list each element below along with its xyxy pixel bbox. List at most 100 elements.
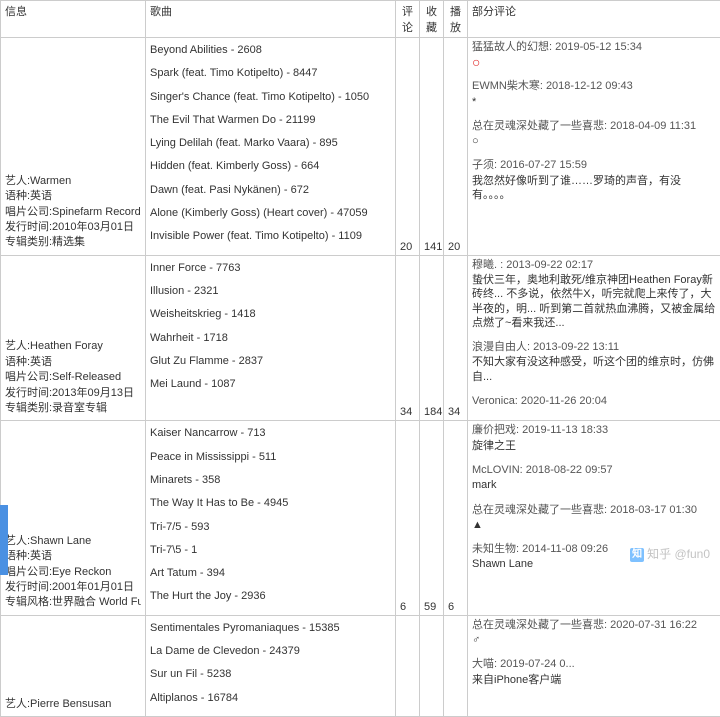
review-body: 我忽然好像听到了谁……罗琦的声音，有没有。。。。 bbox=[472, 174, 716, 203]
info-line: 艺人:Warmen bbox=[5, 174, 141, 189]
info-cell: 艺人:Warmen语种:英语唱片公司:Spinefarm Records发行时间… bbox=[1, 38, 146, 256]
review-entry: 穆曦. : 2013-09-22 02:17蛰伏三年，奥地利敢死/维京神团Hea… bbox=[472, 258, 716, 330]
review-body: 来自iPhone客户端 bbox=[472, 673, 716, 687]
review-header: EWMN柴木寒: 2018-12-12 09:43 bbox=[472, 79, 716, 93]
comments-cell: 20 bbox=[396, 38, 420, 256]
review-entry: 总在灵魂深处藏了一些喜悲: 2018-03-17 01:30▲ bbox=[472, 503, 716, 533]
song-item[interactable]: The Evil That Warmen Do - 21199 bbox=[150, 113, 391, 127]
songs-cell: Beyond Abilities - 2608 Spark (feat. Timo… bbox=[146, 38, 396, 256]
review-entry: 总在灵魂深处藏了一些喜悲: 2020-07-31 16:22♂ bbox=[472, 618, 716, 648]
review-entry: Veronica: 2020-11-26 20:04 bbox=[472, 394, 716, 408]
table-body: 艺人:Warmen语种:英语唱片公司:Spinefarm Records发行时间… bbox=[1, 38, 720, 717]
song-item[interactable]: Lying Delilah (feat. Marko Vaara) - 895 bbox=[150, 136, 391, 150]
song-item[interactable]: Invisible Power (feat. Timo Kotipelto) -… bbox=[150, 229, 391, 243]
header-reviews[interactable]: 部分评论 bbox=[468, 1, 720, 38]
songs-cell: Kaiser Nancarrow - 713 Peace in Mississip… bbox=[146, 421, 396, 615]
header-favs[interactable]: 收藏 bbox=[420, 1, 444, 38]
reviews-cell: 总在灵魂深处藏了一些喜悲: 2020-07-31 16:22♂ 大喵: 2019-… bbox=[468, 615, 720, 716]
comments-cell bbox=[396, 615, 420, 716]
song-item[interactable]: Peace in Mississippi - 511 bbox=[150, 450, 391, 464]
favs-cell: 184 bbox=[420, 255, 444, 421]
info-line: 发行时间:2010年03月01日 bbox=[5, 220, 141, 235]
watermark-text: 知乎 @fun0 bbox=[647, 547, 710, 561]
song-item[interactable]: Minarets - 358 bbox=[150, 473, 391, 487]
song-item[interactable]: Alone (Kimberly Goss) (Heart cover) - 47… bbox=[150, 206, 391, 220]
song-item[interactable]: Sur un Fil - 5238 bbox=[150, 667, 391, 681]
song-item[interactable]: Beyond Abilities - 2608 bbox=[150, 43, 391, 57]
song-item[interactable]: La Dame de Clevedon - 24379 bbox=[150, 644, 391, 658]
review-header: 廉价把戏: 2019-11-13 18:33 bbox=[472, 423, 716, 437]
comments-cell: 6 bbox=[396, 421, 420, 615]
plays-cell bbox=[444, 615, 468, 716]
info-line: 唱片公司:Spinefarm Records bbox=[5, 205, 141, 220]
reviews-cell: 廉价把戏: 2019-11-13 18:33 旋律之王 McLOVIN: 2018-… bbox=[468, 421, 720, 615]
info-line: 语种:英语 bbox=[5, 189, 141, 204]
comments-cell: 34 bbox=[396, 255, 420, 421]
songs-cell: Sentimentales Pyromaniaques - 15385 La Da… bbox=[146, 615, 396, 716]
favs-cell bbox=[420, 615, 444, 716]
info-line: 唱片公司:Eye Reckon bbox=[5, 565, 141, 580]
review-body: ♂ bbox=[472, 633, 716, 647]
review-body: mark bbox=[472, 478, 716, 492]
review-entry: 廉价把戏: 2019-11-13 18:33 旋律之王 bbox=[472, 423, 716, 453]
review-body: ○ bbox=[472, 134, 716, 148]
song-item[interactable]: Weisheitskrieg - 1418 bbox=[150, 307, 391, 321]
song-item[interactable]: The Hurt the Joy - 2936 bbox=[150, 589, 391, 603]
plays-cell: 34 bbox=[444, 255, 468, 421]
review-header: 总在灵魂深处藏了一些喜悲: 2018-03-17 01:30 bbox=[472, 503, 716, 517]
review-entry: EWMN柴木寒: 2018-12-12 09:43 * bbox=[472, 79, 716, 109]
review-header: 子须: 2016-07-27 15:59 bbox=[472, 158, 716, 172]
header-plays[interactable]: 播放 bbox=[444, 1, 468, 38]
info-cell: 艺人:Heathen Foray语种:英语唱片公司:Self-Released发… bbox=[1, 255, 146, 421]
song-item[interactable]: The Way It Has to Be - 4945 bbox=[150, 496, 391, 510]
review-header: 穆曦. : 2013-09-22 02:17 bbox=[472, 258, 716, 272]
review-body: * bbox=[472, 95, 716, 109]
review-header: 猛猛故人的幻想: 2019-05-12 15:34 bbox=[472, 40, 716, 54]
song-item[interactable]: Kaiser Nancarrow - 713 bbox=[150, 426, 391, 440]
song-item[interactable]: Altiplanos - 16784 bbox=[150, 691, 391, 705]
info-line: 发行时间:2013年09月13日 bbox=[5, 386, 141, 401]
song-item[interactable]: Wahrheit - 1718 bbox=[150, 331, 391, 345]
review-header: 大喵: 2019-07-24 0... bbox=[472, 657, 716, 671]
song-item[interactable]: Tri-7\5 - 1 bbox=[150, 543, 391, 557]
info-line: 发行时间:2001年01月01日 bbox=[5, 580, 141, 595]
song-item[interactable]: Tri-7/5 - 593 bbox=[150, 520, 391, 534]
info-line: 语种:英语 bbox=[5, 549, 141, 564]
review-header: 总在灵魂深处藏了一些喜悲: 2018-04-09 11:31 bbox=[472, 119, 716, 133]
favs-cell: 59 bbox=[420, 421, 444, 615]
info-line: 艺人:Pierre Bensusan bbox=[5, 697, 141, 712]
song-item[interactable]: Sentimentales Pyromaniaques - 15385 bbox=[150, 621, 391, 635]
song-item[interactable]: Mei Laund - 1087 bbox=[150, 377, 391, 391]
header-songs[interactable]: 歌曲 bbox=[146, 1, 396, 38]
review-body: 旋律之王 bbox=[472, 439, 716, 453]
header-comments[interactable]: 评论 bbox=[396, 1, 420, 38]
songs-cell: Inner Force - 7763 Illusion - 2321 Weishei… bbox=[146, 255, 396, 421]
review-entry: 总在灵魂深处藏了一些喜悲: 2018-04-09 11:31○ bbox=[472, 119, 716, 149]
review-body: ○ bbox=[472, 55, 716, 69]
watermark: 知知乎 @fun0 bbox=[630, 545, 710, 562]
song-item[interactable]: Hidden (feat. Kimberly Goss) - 664 bbox=[150, 159, 391, 173]
header-info[interactable]: 信息 bbox=[1, 1, 146, 38]
plays-cell: 20 bbox=[444, 38, 468, 256]
review-entry: 猛猛故人的幻想: 2019-05-12 15:34○ bbox=[472, 40, 716, 69]
table-row: 艺人:Warmen语种:英语唱片公司:Spinefarm Records发行时间… bbox=[1, 38, 720, 256]
song-item[interactable]: Illusion - 2321 bbox=[150, 284, 391, 298]
zhihu-logo-icon: 知 bbox=[630, 548, 644, 562]
song-item[interactable]: Art Tatum - 394 bbox=[150, 566, 391, 580]
table-row: 艺人:Pierre Bensusan Sentimentales Pyromani… bbox=[1, 615, 720, 716]
review-body: 不知大家有没这种感受，听这个团的维京时，仿佛自... bbox=[472, 355, 716, 384]
song-item[interactable]: Singer's Chance (feat. Timo Kotipelto) -… bbox=[150, 90, 391, 104]
review-header: McLOVIN: 2018-08-22 09:57 bbox=[472, 463, 716, 477]
info-line: 语种:英语 bbox=[5, 355, 141, 370]
table-row: 艺人:Heathen Foray语种:英语唱片公司:Self-Released发… bbox=[1, 255, 720, 421]
song-item[interactable]: Spark (feat. Timo Kotipelto) - 8447 bbox=[150, 66, 391, 80]
song-item[interactable]: Inner Force - 7763 bbox=[150, 261, 391, 275]
review-entry: 浪漫自由人: 2013-09-22 13:11不知大家有没这种感受，听这个团的维… bbox=[472, 340, 716, 384]
reviews-cell: 穆曦. : 2013-09-22 02:17蛰伏三年，奥地利敢死/维京神团Hea… bbox=[468, 255, 720, 421]
song-item[interactable]: Dawn (feat. Pasi Nykänen) - 672 bbox=[150, 183, 391, 197]
song-item[interactable]: Glut Zu Flamme - 2837 bbox=[150, 354, 391, 368]
music-table: 信息 歌曲 评论 收藏 播放 部分评论 艺人:Warmen语种:英语唱片公司:S… bbox=[0, 0, 720, 717]
review-body: ▲ bbox=[472, 518, 716, 532]
review-entry: 子须: 2016-07-27 15:59 我忽然好像听到了谁……罗琦的声音，有没有… bbox=[472, 158, 716, 202]
info-line: 专辑风格:世界融合 World Fusion bbox=[5, 595, 141, 610]
